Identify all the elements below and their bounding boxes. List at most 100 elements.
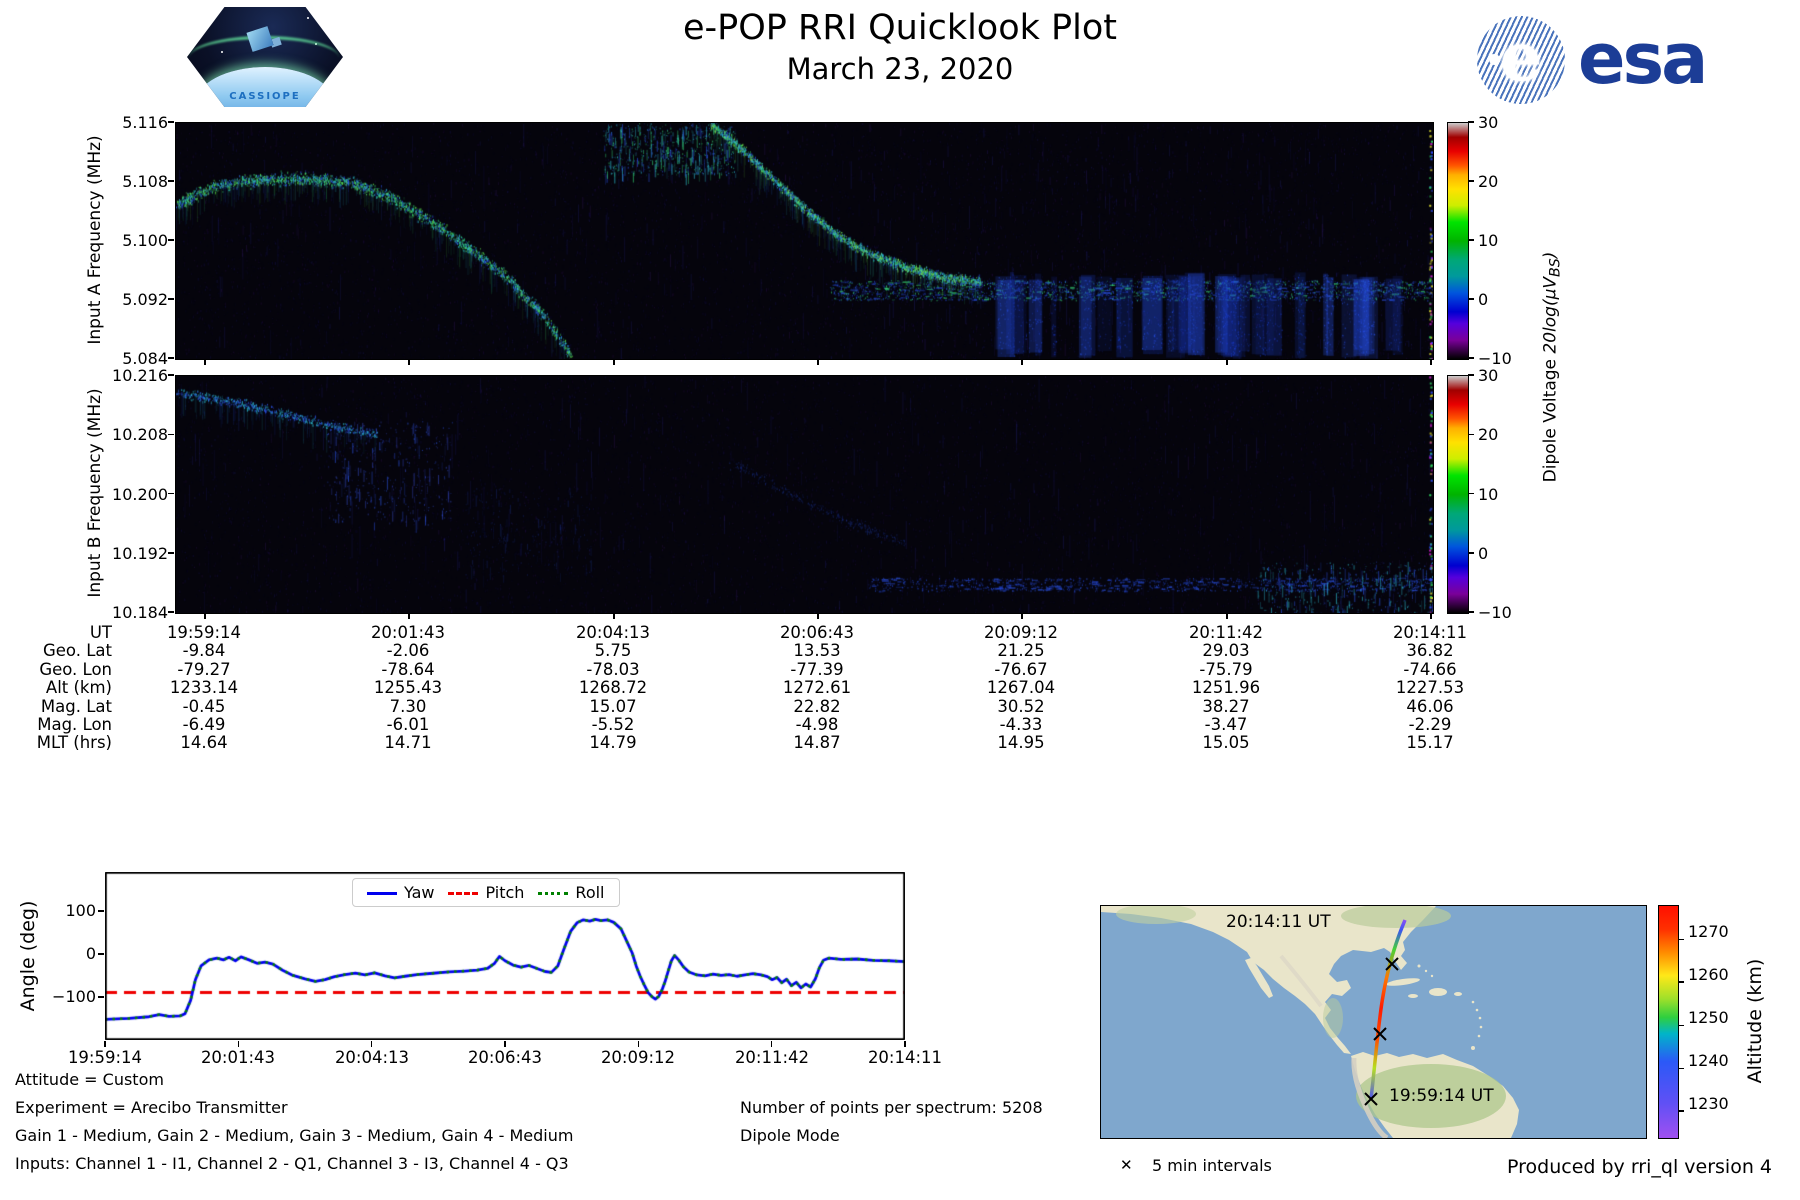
angle-ytick: 0 <box>48 944 96 963</box>
ephemeris-value: -6.49 <box>119 716 289 734</box>
axis-tick-mark <box>98 953 104 955</box>
axis-tick-mark <box>168 493 174 495</box>
axis-tick-mark <box>1678 1068 1684 1070</box>
ephemeris-value: 15.05 <box>1141 734 1311 752</box>
pitch-line-sample <box>448 892 478 895</box>
ephemeris-value: 46.06 <box>1345 698 1515 716</box>
ephemeris-value: -2.29 <box>1345 716 1515 734</box>
ephemeris-value: -5.52 <box>528 716 698 734</box>
axis-tick-mark <box>104 1041 106 1047</box>
cassiope-patch-art: CASSIOPE <box>187 7 343 107</box>
axis-tick-mark <box>1468 180 1474 182</box>
cbar-v-tick: 0 <box>1478 544 1488 563</box>
produced-by-credit: Produced by rri_ql version 4 <box>1507 1156 1772 1178</box>
axis-tick-mark <box>1021 359 1023 365</box>
angle-ylabel: Angle (deg) <box>17 901 39 1012</box>
spec-b-ytick: 10.192 <box>98 544 168 563</box>
ephemeris-value: 14.79 <box>528 734 698 752</box>
ephemeris-value: -76.67 <box>936 661 1106 679</box>
axis-tick-mark <box>168 121 174 123</box>
axis-tick-mark <box>168 434 174 436</box>
cbar-v-tick: 0 <box>1478 290 1488 309</box>
ephemeris-row-label: Geo. Lat <box>0 642 112 660</box>
ephemeris-value: 15.07 <box>528 698 698 716</box>
ephemeris-value: 21.25 <box>936 642 1106 660</box>
note-experiment: Experiment = Arecibo Transmitter <box>15 1098 288 1117</box>
spec-a-ylabel: Input A Frequency (MHz) <box>85 135 105 344</box>
ephemeris-value: -9.84 <box>119 642 289 660</box>
angle-xtick: 19:59:14 <box>45 1048 165 1067</box>
axis-tick-mark <box>638 1041 640 1047</box>
track-end-time-label: 20:14:11 UT <box>1226 912 1331 932</box>
axis-tick-mark <box>168 552 174 554</box>
axis-tick-mark <box>1430 613 1432 619</box>
esa-logo-dot <box>1489 54 1500 65</box>
ephemeris-value: 19:59:14 <box>119 624 289 642</box>
axis-tick-mark <box>1468 357 1474 359</box>
angle-xtick: 20:09:12 <box>578 1048 698 1067</box>
cbar-v-tick: 30 <box>1478 113 1498 132</box>
ephemeris-value: 1255.43 <box>323 679 493 697</box>
legend-pitch: Pitch <box>448 883 524 902</box>
ephemeris-value: 7.30 <box>323 698 493 716</box>
axis-tick-mark <box>168 298 174 300</box>
spec-b-ytick: 10.216 <box>98 366 168 385</box>
spec-a-ytick: 5.108 <box>108 172 168 191</box>
ephemeris-value: -3.47 <box>1141 716 1311 734</box>
angle-ytick: 100 <box>48 901 96 920</box>
cbar-v-tick: 10 <box>1478 231 1498 250</box>
ephemeris-value: 14.71 <box>323 734 493 752</box>
spec-b-ytick: 10.200 <box>98 485 168 504</box>
ephemeris-value: 22.82 <box>732 698 902 716</box>
ephemeris-value: 20:14:11 <box>1345 624 1515 642</box>
axis-tick-mark <box>1468 298 1474 300</box>
axis-tick-mark <box>1021 613 1023 619</box>
yaw-line-sample <box>367 892 397 895</box>
ephemeris-row-label: Alt (km) <box>0 679 112 697</box>
altitude-colorbar-label: Altitude (km) <box>1744 959 1766 1084</box>
ephemeris-value: 15.17 <box>1345 734 1515 752</box>
axis-tick-mark <box>904 1041 906 1047</box>
cbar-v-tick: 20 <box>1478 172 1498 191</box>
voltage-colorbar-b <box>1447 375 1469 614</box>
cbar-v-tick: −10 <box>1478 603 1512 622</box>
cbar-alt-tick: 1240 <box>1688 1051 1729 1070</box>
ephemeris-value: -79.27 <box>119 661 289 679</box>
ephemeris-value: 20:06:43 <box>732 624 902 642</box>
angle-xtick: 20:11:42 <box>712 1048 832 1067</box>
ephemeris-value: 1251.96 <box>1141 679 1311 697</box>
ephemeris-row-label: Mag. Lon <box>0 716 112 734</box>
axis-tick-mark <box>168 180 174 182</box>
ephemeris-value: 1233.14 <box>119 679 289 697</box>
cbar-alt-tick: 1250 <box>1688 1008 1729 1027</box>
roll-line-sample <box>538 892 568 895</box>
spectrogram-input-a-canvas <box>176 123 1433 359</box>
spec-a-ytick: 5.116 <box>108 113 168 132</box>
spec-b-ytick: 10.184 <box>98 603 168 622</box>
axis-tick-mark <box>371 1041 373 1047</box>
spec-b-ytick: 10.208 <box>98 425 168 444</box>
altitude-colorbar <box>1658 905 1679 1139</box>
axis-tick-mark <box>613 613 615 619</box>
ephemeris-value: -75.79 <box>1141 661 1311 679</box>
axis-tick-mark <box>1468 374 1474 376</box>
cbar-alt-tick: 1230 <box>1688 1094 1729 1113</box>
ephemeris-value: 20:04:13 <box>528 624 698 642</box>
angle-ytick: −100 <box>48 987 96 1006</box>
ephemeris-value: 1227.53 <box>1345 679 1515 697</box>
axis-tick-mark <box>504 1041 506 1047</box>
axis-tick-mark <box>817 613 819 619</box>
ephemeris-value: -77.39 <box>732 661 902 679</box>
ephemeris-value: -4.98 <box>732 716 902 734</box>
ephemeris-value: 1272.61 <box>732 679 902 697</box>
axis-tick-mark <box>168 357 174 359</box>
voltage-colorbar-label: Dipole Voltage 20log(μVBS) <box>1540 252 1563 483</box>
axis-tick-mark <box>408 613 410 619</box>
axis-tick-mark <box>1468 239 1474 241</box>
cbar-alt-tick: 1260 <box>1688 965 1729 984</box>
ephemeris-row-label: Mag. Lat <box>0 698 112 716</box>
interval-marker-glyph: ✕ <box>1120 1156 1133 1174</box>
spectrogram-input-a <box>175 122 1434 360</box>
ephemeris-value: 14.95 <box>936 734 1106 752</box>
note-attitude: Attitude = Custom <box>15 1070 164 1089</box>
